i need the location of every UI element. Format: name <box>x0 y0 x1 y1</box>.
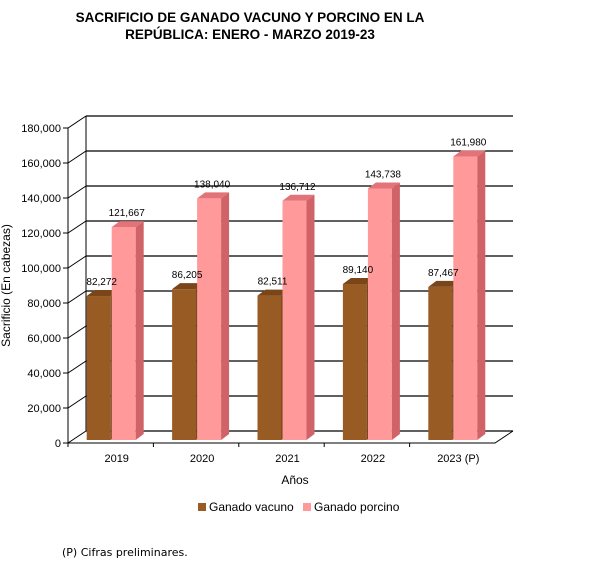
bar-side <box>306 194 315 440</box>
data-label: 138,040 <box>194 179 231 190</box>
bar-top <box>257 289 290 296</box>
gridline-depth <box>67 430 87 444</box>
data-label: 136,712 <box>279 182 316 193</box>
legend-swatch <box>303 503 311 511</box>
bar-top <box>111 221 144 228</box>
y-tick-label: 100,000 <box>21 263 61 275</box>
bar-side <box>391 182 400 440</box>
data-label: 143,738 <box>365 169 402 180</box>
gridline-depth <box>67 185 87 199</box>
x-tick-label: 2020 <box>190 453 214 465</box>
gridline-depth <box>67 290 87 304</box>
bar-top <box>282 194 315 201</box>
bar-front <box>86 296 111 440</box>
x-tick-label: 2022 <box>361 453 385 465</box>
bars <box>86 150 486 440</box>
gridline-depth <box>67 150 87 164</box>
bar-top <box>453 150 486 157</box>
bar-front <box>111 227 136 440</box>
footnote: (P) Cifras preliminares. <box>62 546 188 559</box>
bar-front <box>428 286 453 440</box>
x-tick-label: 2021 <box>275 453 299 465</box>
y-tick-label: 0 <box>55 438 61 450</box>
bar-front <box>453 156 478 440</box>
data-label: 86,205 <box>172 270 203 281</box>
bar-top <box>172 283 205 290</box>
bar-front <box>342 284 367 440</box>
bar-top <box>86 290 119 297</box>
gridline-depth <box>67 220 87 234</box>
legend-label: Ganado porcino <box>314 500 400 514</box>
data-label: 82,272 <box>86 277 117 288</box>
chart-title-line-1: SACRIFICIO DE GANADO VACUNO Y PORCINO EN… <box>75 10 425 25</box>
y-tick-label: 160,000 <box>21 158 61 170</box>
x-tick-label: 2019 <box>104 453 128 465</box>
gridline-depth <box>67 255 87 269</box>
axes: 0 20,000 40,000 60,000 80,000 100,000 120,000 1… <box>0 116 514 487</box>
bar-side <box>135 221 144 440</box>
y-tick-label: 40,000 <box>27 368 61 380</box>
gridline-depth <box>67 325 87 339</box>
bar-side <box>477 150 486 440</box>
chart-title: SACRIFICIO DE GANADO VACUNO Y PORCINO EN… <box>0 9 500 43</box>
bar-front <box>257 295 282 440</box>
legend: Ganado vacuno Ganado porcino <box>198 500 400 514</box>
data-label: 87,467 <box>428 268 459 279</box>
bar-front <box>367 188 392 440</box>
legend-label: Ganado vacuno <box>209 500 294 514</box>
y-tick-label: 140,000 <box>21 193 61 205</box>
gridline-depth <box>67 115 87 129</box>
gridline-depth <box>67 360 87 374</box>
legend-swatch <box>198 503 206 511</box>
y-tick-label: 180,000 <box>21 123 61 135</box>
y-tick-label: 20,000 <box>27 403 61 415</box>
y-axis-title: Sacrificio (En cabezas) <box>0 224 13 347</box>
x-tick-label: 2023 (P) <box>437 453 479 465</box>
bar-top <box>367 182 400 189</box>
gridline-depth <box>67 395 87 409</box>
bar-side <box>221 192 230 440</box>
data-label: 121,667 <box>109 208 146 219</box>
chart-title-line-2: REPÚBLICA: ENERO - MARZO 2019-23 <box>125 27 375 42</box>
bar-front <box>172 289 197 440</box>
bar-front <box>197 198 222 440</box>
data-labels: 82,272 121,667 86,205 138,040 82,511 136,712 8… <box>86 138 486 288</box>
y-tick-label: 120,000 <box>21 228 61 240</box>
x-axis-title: Años <box>281 473 308 487</box>
floor-edge <box>68 430 514 444</box>
bar-top <box>428 280 461 287</box>
bar-top <box>197 192 230 199</box>
bar-chart: 0 20,000 40,000 60,000 80,000 100,000 120,000 1… <box>0 115 514 514</box>
bar-front <box>282 200 307 440</box>
data-label: 89,140 <box>343 265 374 276</box>
data-label: 82,511 <box>258 277 288 288</box>
y-tick-label: 60,000 <box>27 333 61 345</box>
bar-top <box>342 278 375 285</box>
data-label: 161,980 <box>450 138 487 149</box>
y-tick-label: 80,000 <box>27 298 61 310</box>
